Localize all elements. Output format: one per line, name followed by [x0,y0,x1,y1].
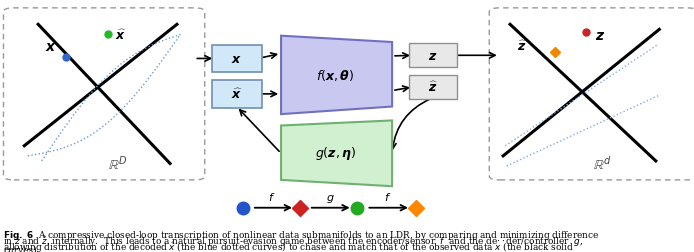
FancyBboxPatch shape [489,9,694,180]
Text: $\widehat{\boldsymbol{x}}$: $\widehat{\boldsymbol{x}}$ [231,87,242,102]
Text: $f(\boldsymbol{x}, \boldsymbol{\theta})$: $f(\boldsymbol{x}, \boldsymbol{\theta})$ [316,68,354,83]
Text: in $z$ and $\hat{z}$, internally.  This leads to a natural pursuit-evasion game : in $z$ and $\hat{z}$, internally. This l… [3,234,584,248]
Text: $\widehat{\boldsymbol{x}}$: $\widehat{\boldsymbol{x}}$ [115,29,126,43]
FancyBboxPatch shape [409,76,457,100]
Text: $\boldsymbol{x}$: $\boldsymbol{x}$ [45,40,57,53]
Text: $\boldsymbol{z}$: $\boldsymbol{z}$ [595,29,606,43]
Text: $f$: $f$ [384,190,391,202]
Polygon shape [281,37,392,115]
Polygon shape [281,121,392,186]
Text: curves).: curves). [3,245,40,252]
FancyBboxPatch shape [212,45,262,73]
FancyBboxPatch shape [409,44,457,68]
Text: $g$: $g$ [326,192,335,204]
Text: $\mathbb{R}^d$: $\mathbb{R}^d$ [593,154,612,172]
Text: $\widehat{\boldsymbol{z}}$: $\widehat{\boldsymbol{z}}$ [517,39,527,53]
Text: $\boldsymbol{x}$: $\boldsymbol{x}$ [231,53,242,66]
Text: $g(\boldsymbol{z}, \boldsymbol{\eta})$: $g(\boldsymbol{z}, \boldsymbol{\eta})$ [314,145,356,162]
Text: allowing distribution of the decoded $\hat{x}$ (the blue dotted curves) to chase: allowing distribution of the decoded $\h… [3,239,575,252]
Text: $\boldsymbol{z}$: $\boldsymbol{z}$ [428,50,438,62]
Text: $\widehat{\boldsymbol{z}}$: $\widehat{\boldsymbol{z}}$ [428,81,438,94]
Text: $\mathbf{Fig.\ 6}$  A compressive closed-loop transcription of nonlinear data su: $\mathbf{Fig.\ 6}$ A compressive closed-… [3,228,600,241]
FancyBboxPatch shape [3,9,205,180]
Text: $\mathbb{R}^D$: $\mathbb{R}^D$ [108,153,127,172]
Text: $f$: $f$ [269,190,276,202]
FancyBboxPatch shape [212,81,262,108]
